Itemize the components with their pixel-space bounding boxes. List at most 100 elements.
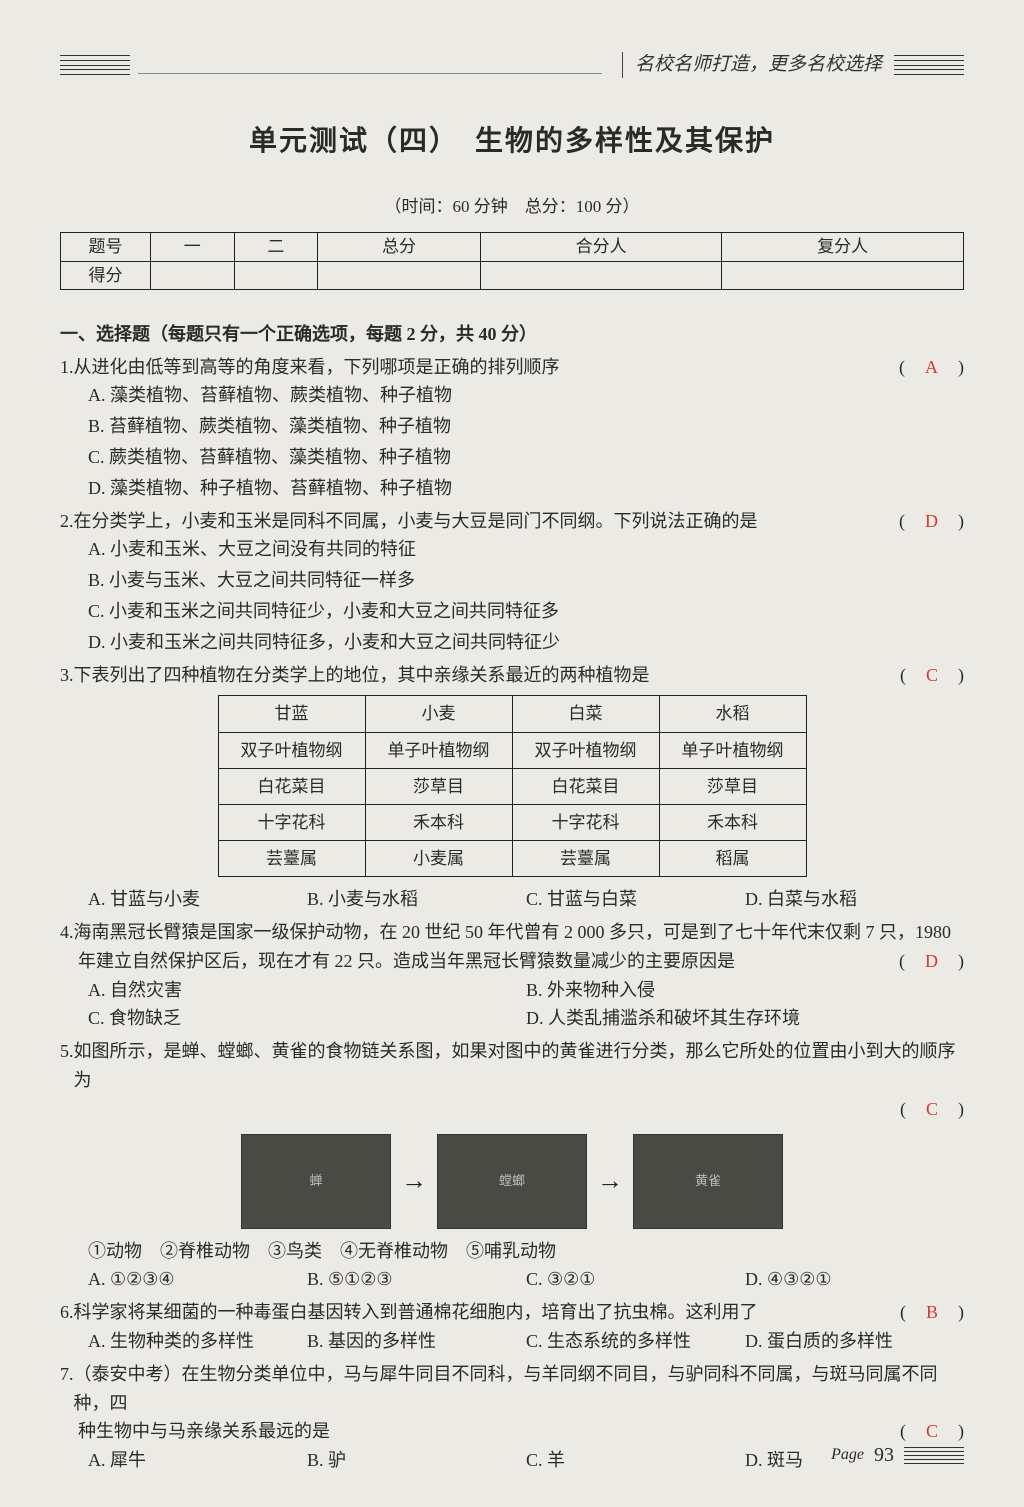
cell: 莎草目 [365,768,512,804]
arrow-icon: → [597,1160,623,1202]
score-cell: 复分人 [722,233,964,261]
option: D. 小麦和玉米之间共同特征多，小麦和大豆之间共同特征少 [88,628,964,657]
cell: 白花菜目 [218,768,365,804]
score-cell: 总分 [318,233,481,261]
score-cell: 得分 [61,261,151,289]
option: D. 白菜与水稻 [745,885,964,914]
cell: 单子叶植物纲 [659,732,806,768]
score-cell: 二 [234,233,318,261]
header-rule [138,73,602,74]
page-title: 单元测试（四） 生物的多样性及其保护 [60,120,964,165]
answer-paren: ( C ) [888,661,964,690]
option: B. 小麦与水稻 [307,885,526,914]
question-1: 1. 从进化由低等到高等的角度来看，下列哪项是正确的排列顺序 ( A ) A. … [60,353,964,503]
option: D. 人类乱捕滥杀和破坏其生存环境 [526,1004,964,1033]
option: B. 小麦与玉米、大豆之间共同特征一样多 [88,566,964,595]
legend: ①动物 ②脊椎动物 ③鸟类 ④无脊椎动物 ⑤哺乳动物 [60,1237,964,1266]
answer: A [923,357,940,377]
question-4: 4. 海南黑冠长臂猿是国家一级保护动物，在 20 世纪 50 年代曾有 2 00… [60,918,964,1033]
question-3: 3. 下表列出了四种植物在分类学上的地位，其中亲缘关系最近的两种植物是 ( C … [60,661,964,915]
cell: 芸薹属 [218,841,365,877]
option: C. 羊 [526,1446,745,1475]
tagline: 名校名师打造，更多名校选择 [635,50,882,80]
cell: 禾本科 [365,804,512,840]
q-number: 2. [60,507,74,536]
option: A. ①②③④ [88,1265,307,1294]
page-label: Page [831,1442,864,1468]
q-stem-cont: 种生物中与马亲缘关系最远的是 [78,1417,888,1446]
option: C. 甘蓝与白菜 [526,885,745,914]
option: A. 自然灾害 [88,976,526,1005]
cell: 双子叶植物纲 [218,732,365,768]
answer: B [924,1302,940,1322]
option: C. 生态系统的多样性 [526,1327,745,1356]
cell: 白菜 [512,696,659,732]
answer-paren: ( A ) [887,353,964,382]
arrow-icon: → [401,1160,427,1202]
option: B. 基因的多样性 [307,1327,526,1356]
option: D. ④③②① [745,1265,964,1294]
cell: 白花菜目 [512,768,659,804]
figure-cicada: 蝉 [241,1134,391,1229]
cell: 稻属 [659,841,806,877]
q-number: 6. [60,1298,74,1327]
cell: 禾本科 [659,804,806,840]
score-cell: 题号 [61,233,151,261]
answer-paren: ( D ) [887,947,964,976]
answer: C [924,1099,940,1119]
option: C. 小麦和玉米之间共同特征少，小麦和大豆之间共同特征多 [88,597,964,626]
score-table: 题号 一 二 总分 合分人 复分人 得分 [60,232,964,289]
cell: 十字花科 [512,804,659,840]
option: A. 小麦和玉米、大豆之间没有共同的特征 [88,535,964,564]
header-divider [622,52,623,78]
score-cell [722,261,964,289]
header-lines-right [894,55,964,75]
answer: D [923,511,940,531]
score-cell [480,261,722,289]
section-heading: 一、选择题（每题只有一个正确选项，每题 2 分，共 40 分） [60,320,964,349]
option: D. 藻类植物、种子植物、苔藓植物、种子植物 [88,474,964,503]
answer-paren: ( C ) [888,1095,964,1124]
cell: 单子叶植物纲 [365,732,512,768]
cell: 十字花科 [218,804,365,840]
q-stem-cont: 年建立自然保护区后，现在才有 22 只。造成当年黑冠长臂猿数量减少的主要原因是 [78,947,887,976]
figure-mantis: 螳螂 [437,1134,587,1229]
q-stem: 下表列出了四种植物在分类学上的地位，其中亲缘关系最近的两种植物是 [74,661,888,690]
page-header: 名校名师打造，更多名校选择 [60,50,964,80]
cell: 小麦属 [365,841,512,877]
score-cell: 一 [151,233,235,261]
q-number: 3. [60,661,74,690]
question-2: 2. 在分类学上，小麦和玉米是同科不同属，小麦与大豆是同门不同纲。下列说法正确的… [60,507,964,657]
score-cell [234,261,318,289]
score-cell [151,261,235,289]
header-lines-left [60,55,130,75]
food-chain-figure: 蝉 → 螳螂 → 黄雀 [60,1134,964,1229]
q-number: 4. [60,918,74,947]
answer-paren: ( B ) [888,1298,964,1327]
answer: D [923,951,940,971]
q-stem: 科学家将某细菌的一种毒蛋白基因转入到普通棉花细胞内，培育出了抗虫棉。这利用了 [74,1298,888,1327]
question-5: 5. 如图所示，是蝉、螳螂、黄雀的食物链关系图，如果对图中的黄雀进行分类，那么它… [60,1037,964,1294]
option: D. 蛋白质的多样性 [745,1327,964,1356]
answer-paren: ( D ) [887,507,964,536]
cell: 甘蓝 [218,696,365,732]
answer: C [924,665,940,685]
option: A. 藻类植物、苔藓植物、蕨类植物、种子植物 [88,381,964,410]
cell: 双子叶植物纲 [512,732,659,768]
footer-lines [904,1447,964,1464]
option: C. 蕨类植物、苔藓植物、藻类植物、种子植物 [88,443,964,472]
question-6: 6. 科学家将某细菌的一种毒蛋白基因转入到普通棉花细胞内，培育出了抗虫棉。这利用… [60,1298,964,1356]
option: C. 食物缺乏 [88,1004,526,1033]
q-stem: 在分类学上，小麦和玉米是同科不同属，小麦与大豆是同门不同纲。下列说法正确的是 [74,507,888,536]
option: B. 外来物种入侵 [526,976,964,1005]
option: B. ⑤①②③ [307,1265,526,1294]
q-stem: （泰安中考）在生物分类单位中，马与犀牛同目不同科，与羊同纲不同目，与驴同科不同属… [74,1360,965,1418]
question-7: 7. （泰安中考）在生物分类单位中，马与犀牛同目不同科，与羊同纲不同目，与驴同科… [60,1360,964,1475]
cell: 水稻 [659,696,806,732]
time-info: （时间：60 分钟 总分：100 分） [60,193,964,220]
option: A. 甘蓝与小麦 [88,885,307,914]
option: B. 驴 [307,1446,526,1475]
figure-bird: 黄雀 [633,1134,783,1229]
page-number: 93 [874,1439,894,1471]
option: A. 犀牛 [88,1446,307,1475]
